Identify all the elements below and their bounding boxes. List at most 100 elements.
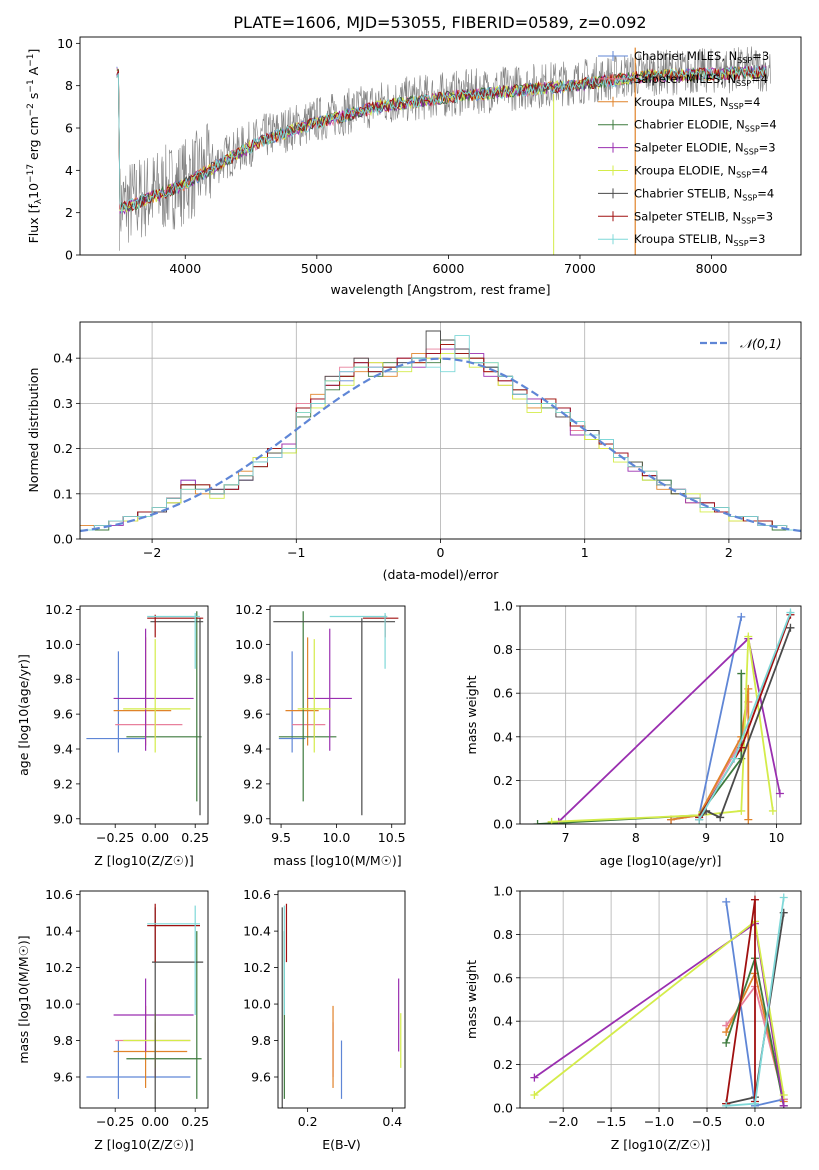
legend-label: Salpeter MILES, NSSP=4 — [634, 72, 768, 88]
y-tick-label: 0.2 — [493, 773, 513, 788]
y-tick-label: 0 — [65, 248, 73, 263]
histogram-step-line — [80, 335, 801, 539]
y-axis-label: mass weight — [464, 675, 479, 754]
errorbar-group — [86, 611, 204, 816]
legend-label: Chabrier STELIB, NSSP=4 — [634, 186, 774, 202]
y-tick-label: 0.0 — [493, 817, 513, 832]
legend-subscript: SSP — [736, 79, 751, 88]
y-tick-label: 9.6 — [251, 1070, 271, 1085]
y-tick-label: 9.6 — [53, 1070, 73, 1085]
y-tick-label: 9.8 — [53, 672, 73, 687]
axes-frame — [79, 321, 802, 540]
weight-marker — [786, 608, 795, 617]
x-tick-label: 0.4 — [382, 1114, 402, 1129]
figure-title: PLATE=1606, MJD=53055, FIBERID=0589, z=0… — [233, 13, 646, 32]
y-tick-label: 0.3 — [53, 396, 73, 411]
weight-marker — [737, 612, 746, 621]
legend-label: Chabrier ELODIE, NSSP=4 — [634, 118, 777, 134]
y-tick-label: 0.4 — [53, 351, 73, 366]
axes-frame — [277, 890, 406, 1109]
y-tick-label: 9.2 — [53, 776, 73, 791]
x-tick-label: −2.0 — [548, 1114, 578, 1129]
weight-marker — [779, 893, 788, 902]
legend-label: Salpeter ELODIE, NSSP=3 — [634, 141, 776, 157]
weight-lines — [533, 608, 795, 824]
weight-marker — [779, 1101, 788, 1108]
y-tick-label: 9.8 — [243, 672, 263, 687]
y-tick-label: 0.2 — [493, 1057, 513, 1072]
weight-marker — [737, 806, 746, 815]
y-tick-label: 6 — [65, 121, 73, 136]
x-axis-label: age [log10(age/yr)] — [600, 853, 722, 868]
y-tick-label: 9.0 — [243, 811, 263, 826]
legend-label: Kroupa STELIB, NSSP=3 — [634, 232, 765, 248]
y-tick-label: 1.0 — [493, 599, 513, 614]
weight-marker — [530, 1090, 539, 1099]
y-tick-label: 0.4 — [493, 729, 513, 744]
x-tick-label: 7000 — [564, 261, 596, 276]
y-tick-label: 0.4 — [493, 1014, 513, 1029]
y-tick-label: 0.0 — [493, 1101, 513, 1116]
legend-subscript: SSP — [734, 239, 749, 248]
y-tick-label: 0.1 — [53, 486, 73, 501]
weight-marker — [744, 815, 753, 824]
x-tick-label: 2 — [725, 545, 733, 560]
errorbar-group — [86, 903, 204, 1108]
legend-subscript: SSP — [737, 56, 752, 65]
y-tick-label: 4 — [65, 163, 73, 178]
axes-frame — [519, 890, 802, 1109]
x-axis-label: E(B-V) — [322, 1137, 361, 1152]
legend-subscript: SSP — [741, 216, 756, 225]
errorbar-group — [281, 903, 402, 1108]
legend-value: =4 — [757, 186, 774, 200]
x-tick-label: 8000 — [696, 261, 728, 276]
x-tick-label: 0.0 — [745, 1114, 765, 1129]
spectrum-lines — [116, 46, 771, 255]
y-tick-label: 9.2 — [243, 776, 263, 791]
x-axis-label: Z [log10(Z/Z☉)] — [94, 853, 194, 868]
weight-marker — [737, 669, 746, 678]
y-tick-label: 10.0 — [45, 637, 73, 652]
y-tick-label: 10 — [57, 36, 73, 51]
legend-value: =4 — [751, 164, 768, 178]
legend-value: =3 — [756, 209, 773, 223]
axes-frame — [79, 605, 209, 825]
axes-frame — [269, 605, 406, 825]
legend-label: Salpeter STELIB, NSSP=3 — [634, 209, 773, 225]
legend-value: =3 — [759, 141, 776, 155]
legend-label: 𝒩(0,1) — [740, 336, 782, 351]
legend-subscript: SSP — [744, 148, 759, 157]
x-tick-label: −1.0 — [644, 1114, 674, 1129]
x-tick-label: −2 — [143, 545, 161, 560]
legend-value: =3 — [752, 49, 769, 63]
weight-marker — [768, 806, 777, 815]
y-tick-label: 10.2 — [243, 960, 271, 975]
weight-marker — [779, 1090, 788, 1099]
axes-frame — [519, 605, 802, 825]
y-tick-label: 10.4 — [45, 924, 73, 939]
x-tick-label: 0.2 — [298, 1114, 318, 1129]
x-tick-label: 9.5 — [271, 830, 291, 845]
histogram-steps — [80, 330, 801, 539]
y-tick-label: 9.4 — [53, 742, 73, 757]
x-tick-label: 7 — [562, 830, 570, 845]
y-tick-label: 10.6 — [45, 887, 73, 902]
y-tick-label: 8 — [65, 78, 73, 93]
weight-marker — [786, 623, 795, 632]
legend-label: Kroupa MILES, NSSP=4 — [634, 95, 760, 111]
weight-marker — [547, 817, 556, 824]
weight-marker — [716, 813, 725, 822]
x-tick-label: 0.00 — [141, 830, 169, 845]
y-tick-label: 9.0 — [53, 811, 73, 826]
weight-line — [537, 673, 743, 824]
weight-marker — [695, 815, 704, 824]
y-tick-label: 10.6 — [243, 887, 271, 902]
x-tick-label: 10 — [768, 830, 784, 845]
y-tick-label: 0.0 — [53, 532, 73, 547]
x-tick-label: 4000 — [169, 261, 201, 276]
y-tick-label: 2 — [65, 205, 73, 220]
x-tick-label: −0.5 — [692, 1114, 722, 1129]
weight-marker — [722, 1028, 731, 1037]
